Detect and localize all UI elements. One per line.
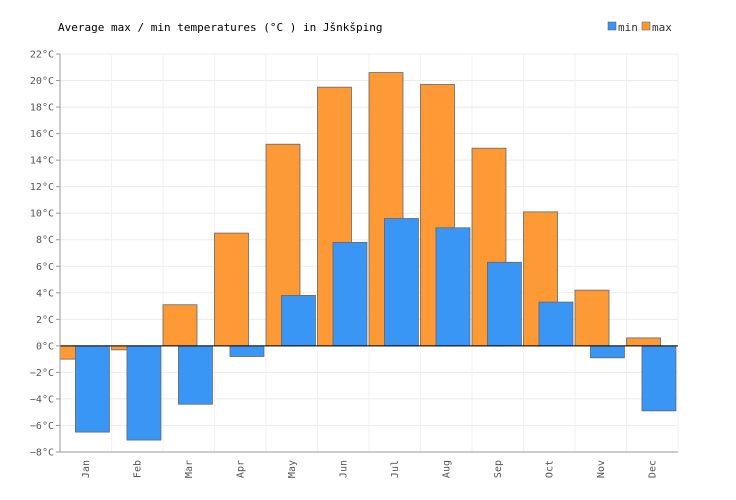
bar-min	[590, 345, 625, 359]
y-tick-label: −8°C	[30, 448, 54, 459]
legend-swatch-max	[641, 21, 651, 31]
y-tick-label: −2°C	[30, 368, 54, 379]
bar-min	[75, 345, 110, 433]
y-tick-label: 0°C	[36, 341, 54, 352]
bar-min	[435, 227, 471, 347]
y-tick-label: 4°C	[36, 288, 54, 299]
x-tick-label: Jan	[81, 460, 92, 478]
y-tick-label: 2°C	[36, 315, 54, 326]
bar-min	[178, 345, 213, 405]
y-tick-label: −4°C	[30, 394, 54, 405]
legend: min max	[607, 21, 672, 34]
y-tick-label: 14°C	[30, 156, 54, 167]
legend-swatch-min	[607, 21, 617, 31]
y-tick-label: 6°C	[36, 262, 54, 273]
legend-label-min: min	[618, 21, 638, 34]
bar-max	[626, 337, 661, 347]
x-tick-label: Feb	[132, 460, 143, 478]
y-tick-label: 12°C	[30, 182, 54, 193]
y-tick-label: 18°C	[30, 103, 54, 114]
x-tick-label: Mar	[184, 460, 195, 478]
bar-min	[641, 345, 677, 412]
bar-min	[332, 241, 368, 347]
x-tick-label: Sep	[493, 460, 504, 478]
bar-min	[538, 301, 574, 347]
x-tick-label: Oct	[544, 460, 555, 478]
bar-min	[487, 261, 522, 347]
x-tick-label: Dec	[647, 460, 658, 478]
y-tick-label: 16°C	[30, 129, 54, 140]
bar-max	[214, 232, 249, 347]
bar-min	[229, 345, 265, 357]
plot-area: −8°C −6°C −4°C −2°C 0°C 2°C 4°C 6°C 8°C 10°C 12°C 1…	[30, 50, 679, 478]
y-tick-label: −6°C	[30, 421, 54, 432]
bar-min	[126, 345, 162, 441]
x-tick-label: Jul	[390, 460, 401, 478]
x-tick-label: Apr	[235, 460, 246, 478]
x-tick-label: Nov	[596, 460, 607, 478]
x-tick-label: Aug	[441, 460, 452, 478]
bar-min	[384, 218, 419, 347]
y-tick-label: 8°C	[36, 235, 54, 246]
legend-label-max: max	[652, 21, 672, 34]
bar-max	[162, 304, 198, 347]
chart-title: Average max / min temperatures (°C ) in …	[58, 21, 383, 34]
x-tick-label: Jun	[338, 460, 349, 478]
y-tick-label: 20°C	[30, 76, 54, 87]
bar-min	[281, 295, 316, 347]
y-tick-label: 10°C	[30, 209, 54, 220]
y-tick-label: 22°C	[30, 50, 54, 61]
bar-max	[574, 289, 610, 347]
x-tick-label: May	[287, 460, 298, 478]
